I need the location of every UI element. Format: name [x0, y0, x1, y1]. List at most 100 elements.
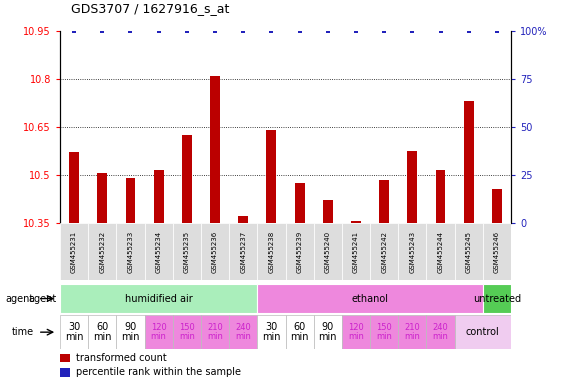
Text: GSM455235: GSM455235 — [184, 230, 190, 273]
Bar — [323, 200, 333, 223]
Bar — [182, 135, 192, 223]
Bar — [238, 216, 248, 223]
Bar — [399, 315, 427, 349]
Text: 210
min: 210 min — [404, 323, 420, 341]
Text: agent: agent — [29, 293, 57, 304]
Point — [380, 28, 389, 34]
Text: 30
min: 30 min — [65, 322, 83, 342]
Bar — [351, 221, 361, 223]
Bar — [370, 223, 399, 280]
Point — [492, 28, 501, 34]
Bar — [154, 170, 163, 223]
Bar — [60, 315, 88, 349]
Bar — [370, 315, 399, 349]
Text: ethanol: ethanol — [352, 293, 389, 304]
Text: 90
min: 90 min — [319, 322, 337, 342]
Text: GDS3707 / 1627916_s_at: GDS3707 / 1627916_s_at — [71, 2, 230, 15]
Point — [408, 28, 417, 34]
Point — [182, 28, 191, 34]
Text: GSM455238: GSM455238 — [268, 230, 275, 273]
Text: GSM455245: GSM455245 — [466, 230, 472, 273]
Text: 150
min: 150 min — [179, 323, 195, 341]
Text: percentile rank within the sample: percentile rank within the sample — [76, 367, 241, 377]
Text: GSM455246: GSM455246 — [494, 230, 500, 273]
Text: GSM455242: GSM455242 — [381, 230, 387, 273]
Text: GSM455240: GSM455240 — [325, 230, 331, 273]
Bar — [427, 223, 455, 280]
Bar — [201, 315, 229, 349]
Text: 210
min: 210 min — [207, 323, 223, 341]
Bar — [295, 183, 304, 223]
Text: GSM455243: GSM455243 — [409, 230, 415, 273]
Text: 30
min: 30 min — [262, 322, 281, 342]
Text: humidified air: humidified air — [124, 293, 192, 304]
Text: GSM455241: GSM455241 — [353, 230, 359, 273]
Text: untreated: untreated — [473, 293, 521, 304]
Bar — [455, 223, 483, 280]
Bar — [258, 284, 483, 313]
Point — [126, 28, 135, 34]
Text: time: time — [11, 327, 34, 337]
Bar — [144, 315, 173, 349]
Text: 240
min: 240 min — [235, 323, 251, 341]
Text: 240
min: 240 min — [433, 323, 448, 341]
Bar — [88, 223, 116, 280]
Point — [464, 28, 473, 34]
Text: 60
min: 60 min — [290, 322, 309, 342]
Point — [323, 28, 332, 34]
Bar — [60, 223, 88, 280]
Bar — [455, 315, 511, 349]
Text: 120
min: 120 min — [151, 323, 167, 341]
Text: 120
min: 120 min — [348, 323, 364, 341]
Text: GSM455237: GSM455237 — [240, 230, 246, 273]
Text: GSM455234: GSM455234 — [156, 230, 162, 273]
Bar — [379, 180, 389, 223]
Text: control: control — [466, 327, 500, 337]
Bar — [97, 173, 107, 223]
Text: agent: agent — [5, 293, 34, 304]
Bar — [229, 315, 258, 349]
Bar — [286, 223, 313, 280]
Text: GSM455244: GSM455244 — [437, 230, 444, 273]
Text: GSM455231: GSM455231 — [71, 230, 77, 273]
Text: 90
min: 90 min — [121, 322, 140, 342]
Bar — [313, 315, 342, 349]
Bar — [88, 315, 116, 349]
Bar — [60, 354, 70, 362]
Text: transformed count: transformed count — [76, 353, 167, 363]
Text: 60
min: 60 min — [93, 322, 111, 342]
Bar — [342, 223, 370, 280]
Bar — [116, 223, 144, 280]
Bar — [258, 223, 286, 280]
Point — [351, 28, 360, 34]
Bar — [60, 284, 258, 313]
Bar — [342, 315, 370, 349]
Bar — [483, 284, 511, 313]
Bar — [210, 76, 220, 223]
Bar — [492, 189, 502, 223]
Bar — [60, 368, 70, 377]
Text: GSM455232: GSM455232 — [99, 230, 105, 273]
Text: 150
min: 150 min — [376, 323, 392, 341]
Point — [267, 28, 276, 34]
Bar — [116, 315, 144, 349]
Bar — [427, 315, 455, 349]
Bar — [267, 130, 276, 223]
Bar — [408, 151, 417, 223]
Bar — [313, 223, 342, 280]
Point — [98, 28, 107, 34]
Bar — [258, 315, 286, 349]
Text: GSM455236: GSM455236 — [212, 230, 218, 273]
Point — [436, 28, 445, 34]
Bar — [436, 170, 445, 223]
Point — [70, 28, 79, 34]
Bar — [69, 152, 79, 223]
Bar — [126, 178, 135, 223]
Bar — [173, 315, 201, 349]
Bar — [229, 223, 258, 280]
Bar — [201, 223, 229, 280]
Bar — [483, 223, 511, 280]
Bar — [464, 101, 474, 223]
Text: GSM455239: GSM455239 — [296, 230, 303, 273]
Point — [295, 28, 304, 34]
